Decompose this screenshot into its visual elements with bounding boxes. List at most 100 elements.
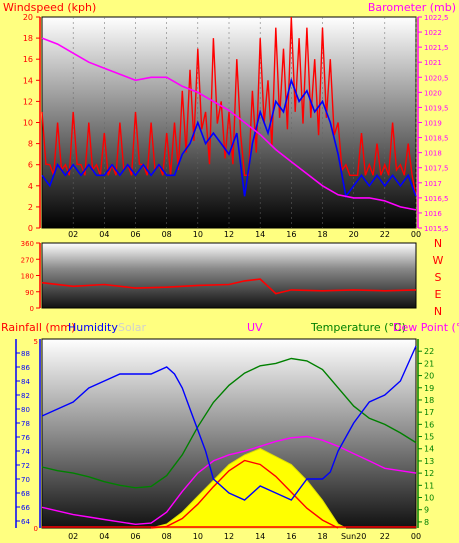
barometer-tick-label: 1019,5 xyxy=(424,104,449,112)
windspeed-tick-label: 18 xyxy=(23,34,33,43)
temperature-tick-label: 19 xyxy=(424,384,434,393)
barometer-tick-label: 1018,5 xyxy=(424,135,449,143)
wind-x-tick-label: 22 xyxy=(380,230,390,239)
temperature-tick-label: 12 xyxy=(424,469,434,478)
barometer-tick-label: 1022,5 xyxy=(424,14,449,22)
barometer-tick-label: 1020,5 xyxy=(424,74,449,82)
direction-tick-label: 360 xyxy=(21,240,34,248)
barometer-tick-label: 1019 xyxy=(424,120,442,128)
humidity-line xyxy=(41,345,417,501)
direction-tick-label: 90 xyxy=(25,289,34,297)
barometer-tick-label: 1015,5 xyxy=(424,225,449,233)
wind-x-tick-label: 10 xyxy=(193,230,203,239)
temp-x-tick-label: 18 xyxy=(317,532,327,541)
windspeed-tick-label: 8 xyxy=(28,140,33,149)
rainfall-label: Rainfall (mm) xyxy=(1,321,75,334)
temperature-tick-label: 13 xyxy=(424,457,434,466)
temp-x-tick-label: 00 xyxy=(411,532,421,541)
wind-x-tick-label: 02 xyxy=(68,230,78,239)
temp-x-tick-label: 12 xyxy=(224,532,234,541)
barometer-tick-label: 1017 xyxy=(424,180,442,188)
temp-x-tick-label: 16 xyxy=(286,532,296,541)
temp-x-tick-label: 02 xyxy=(68,532,78,541)
average-line xyxy=(41,77,417,199)
humidity-tick-label: 78 xyxy=(21,420,30,428)
dewpoint-line xyxy=(41,435,417,526)
direction-tick-label: 270 xyxy=(21,256,34,264)
solar-area xyxy=(150,448,347,529)
temperature-tick-label: 22 xyxy=(424,347,434,356)
solar-label: Solar xyxy=(118,321,147,334)
temperature-tick-label: 14 xyxy=(424,445,434,454)
temp-x-tick-label: 10 xyxy=(193,532,203,541)
temperature-tick-label: 16 xyxy=(424,420,434,429)
wind-x-tick-label: 12 xyxy=(224,230,234,239)
temp-x-tick-label: 22 xyxy=(380,532,390,541)
temperature-tick-label: 8 xyxy=(424,518,429,527)
windspeed-tick-label: 4 xyxy=(28,182,33,191)
barometer-tick-label: 1017,5 xyxy=(424,165,449,173)
temperature-panel: 64 66 68 70 72 74 76 78 80 82 84 86 88 0 5 8 9 10 11 12 13 1… xyxy=(1,321,459,541)
windspeed-tick-label: 10 xyxy=(23,119,33,128)
wind-x-tick-label: 20 xyxy=(349,230,359,239)
barometer-tick-label: 1016 xyxy=(424,210,442,218)
humidity-tick-label: 70 xyxy=(21,476,30,484)
compass-label: S xyxy=(435,271,442,284)
windspeed-tick-label: 14 xyxy=(23,76,33,85)
temperature-tick-label: 18 xyxy=(424,396,434,405)
humidity-tick-label: 68 xyxy=(21,490,30,498)
temperature-tick-label: 21 xyxy=(424,359,434,368)
windspeed-tick-label: 2 xyxy=(28,203,33,212)
humidity-tick-label: 64 xyxy=(21,518,30,526)
compass-label: W xyxy=(433,254,444,267)
barometer-tick-label: 1021 xyxy=(424,59,442,67)
wind-x-tick-label: 16 xyxy=(286,230,296,239)
wind-x-tick-label: 04 xyxy=(99,230,109,239)
humidity-tick-label: 76 xyxy=(21,434,30,442)
wind-x-tick-label: 00 xyxy=(411,230,421,239)
barometer-tick-label: 1022 xyxy=(424,29,442,37)
temperature-tick-label: 10 xyxy=(424,494,434,503)
temperature-tick-label: 11 xyxy=(424,481,434,490)
windspeed-tick-label: 16 xyxy=(23,55,33,64)
temp-x-tick-label: 14 xyxy=(255,532,265,541)
barometer-tick-label: 1021,5 xyxy=(424,44,449,52)
direction-line xyxy=(41,278,417,295)
uv-line xyxy=(151,459,339,529)
humidity-tick-label: 74 xyxy=(21,448,30,456)
direction-plot-area xyxy=(41,242,417,309)
compass-label: N xyxy=(434,237,442,250)
humidity-tick-label: 66 xyxy=(21,504,30,512)
temp-x-tick-label: 08 xyxy=(162,532,172,541)
windspeed-tick-label: 6 xyxy=(28,161,33,170)
temperature-tick-label: 17 xyxy=(424,408,434,417)
humidity-tick-label: 72 xyxy=(21,462,30,470)
wind-x-tick-label: 18 xyxy=(317,230,327,239)
barometer-tick-label: 1020 xyxy=(424,89,442,97)
rain-tick-label: 0 xyxy=(34,525,38,533)
dewpoint-label: Dew Point (°C) xyxy=(393,321,459,334)
windspeed-axis-label: Windspeed (kph) xyxy=(3,1,96,14)
temperature-tick-label: 15 xyxy=(424,433,434,442)
direction-tick-label: 0 xyxy=(30,305,34,313)
windspeed-tick-label: 12 xyxy=(23,97,33,106)
temperature-line xyxy=(41,357,417,489)
uv-label: UV xyxy=(247,321,263,334)
humidity-tick-label: 80 xyxy=(21,406,30,414)
humidity-label: Humidity xyxy=(68,321,118,334)
windspeed-tick-label: 20 xyxy=(23,13,33,22)
barometer-axis-label: Barometer (mb) xyxy=(368,1,456,14)
temperature-label: Temperature (°C) xyxy=(310,321,406,334)
barometer-tick-label: 1018 xyxy=(424,150,442,158)
temp-x-tick-label: 06 xyxy=(130,532,140,541)
compass-label: N xyxy=(434,305,442,318)
humidity-tick-label: 88 xyxy=(21,350,30,358)
temperature-tick-label: 20 xyxy=(424,372,434,381)
rain-tick-label: 5 xyxy=(34,338,38,346)
wind-x-tick-label: 14 xyxy=(255,230,265,239)
humidity-tick-label: 86 xyxy=(21,364,30,372)
temperature-tick-label: 9 xyxy=(424,506,429,515)
